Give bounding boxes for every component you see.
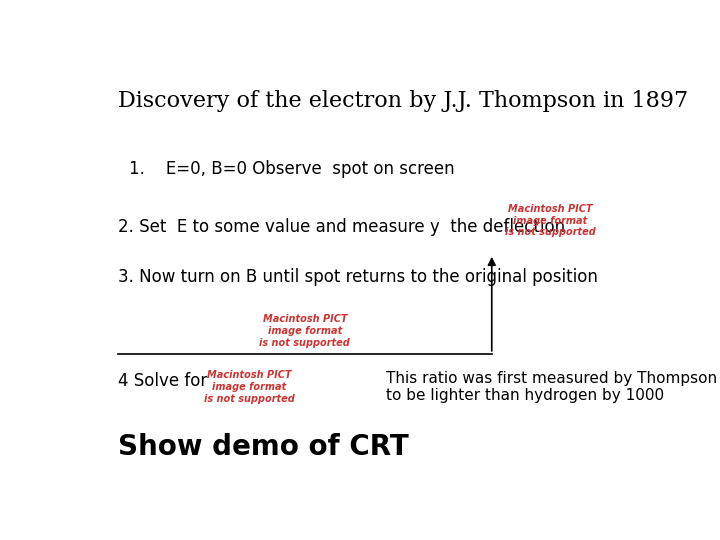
Text: 3. Now turn on B until spot returns to the original position: 3. Now turn on B until spot returns to t… (118, 268, 598, 286)
Text: 4 Solve for: 4 Solve for (118, 372, 207, 390)
Text: Show demo of CRT: Show demo of CRT (118, 433, 409, 461)
Text: This ratio was first measured by Thompson
to be lighter than hydrogen by 1000: This ratio was first measured by Thompso… (386, 371, 717, 403)
Text: Macintosh PICT
image format
is not supported: Macintosh PICT image format is not suppo… (505, 204, 595, 237)
Text: Macintosh PICT
image format
is not supported: Macintosh PICT image format is not suppo… (259, 314, 350, 348)
Text: Macintosh PICT
image format
is not supported: Macintosh PICT image format is not suppo… (204, 370, 294, 403)
Text: 1.    E=0, B=0 Observe  spot on screen: 1. E=0, B=0 Observe spot on screen (129, 160, 455, 178)
Text: 2. Set  E to some value and measure y  the deflection: 2. Set E to some value and measure y the… (118, 218, 565, 236)
Text: Discovery of the electron by J.J. Thompson in 1897: Discovery of the electron by J.J. Thomps… (118, 90, 688, 112)
